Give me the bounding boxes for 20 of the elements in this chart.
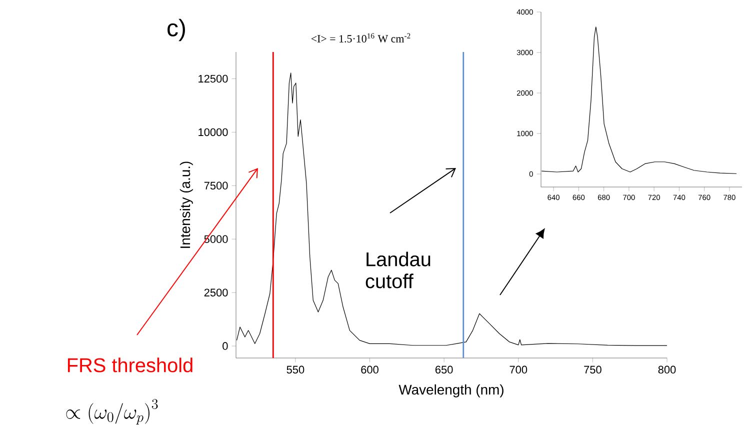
x-tick-label: 550 bbox=[286, 366, 304, 374]
text: FRS threshold bbox=[68, 358, 192, 372]
line-series bbox=[541, 26, 737, 174]
text: $\propto\left(\omega_0/\omega_p\right)^3$ bbox=[66, 399, 158, 425]
x-axis-title: Wavelength (nm) bbox=[398, 384, 504, 398]
y-tick-label: 10000 bbox=[198, 128, 228, 136]
annotation: Landau cutoff bbox=[366, 252, 430, 288]
x-tick-label: 650 bbox=[435, 366, 453, 374]
chart-title: <I> = 1.5·10$^{16}$ W cm$^{-2}$ bbox=[311, 33, 410, 43]
y-tick-label: 12500 bbox=[198, 74, 228, 83]
y-tick-label: 2500 bbox=[204, 288, 228, 296]
y-tick-label: 0 bbox=[222, 342, 228, 350]
x-tick-label: 800 bbox=[658, 366, 676, 374]
y-axis-title: Intensity (a.u.) bbox=[180, 162, 193, 248]
x-tick-label: 700 bbox=[510, 366, 528, 374]
line-series bbox=[236, 72, 668, 346]
y-tick-label: 7500 bbox=[204, 182, 228, 190]
x-tick-label: 600 bbox=[361, 366, 378, 374]
x-tick-label: 750 bbox=[584, 366, 602, 374]
text: c) bbox=[168, 18, 185, 42]
